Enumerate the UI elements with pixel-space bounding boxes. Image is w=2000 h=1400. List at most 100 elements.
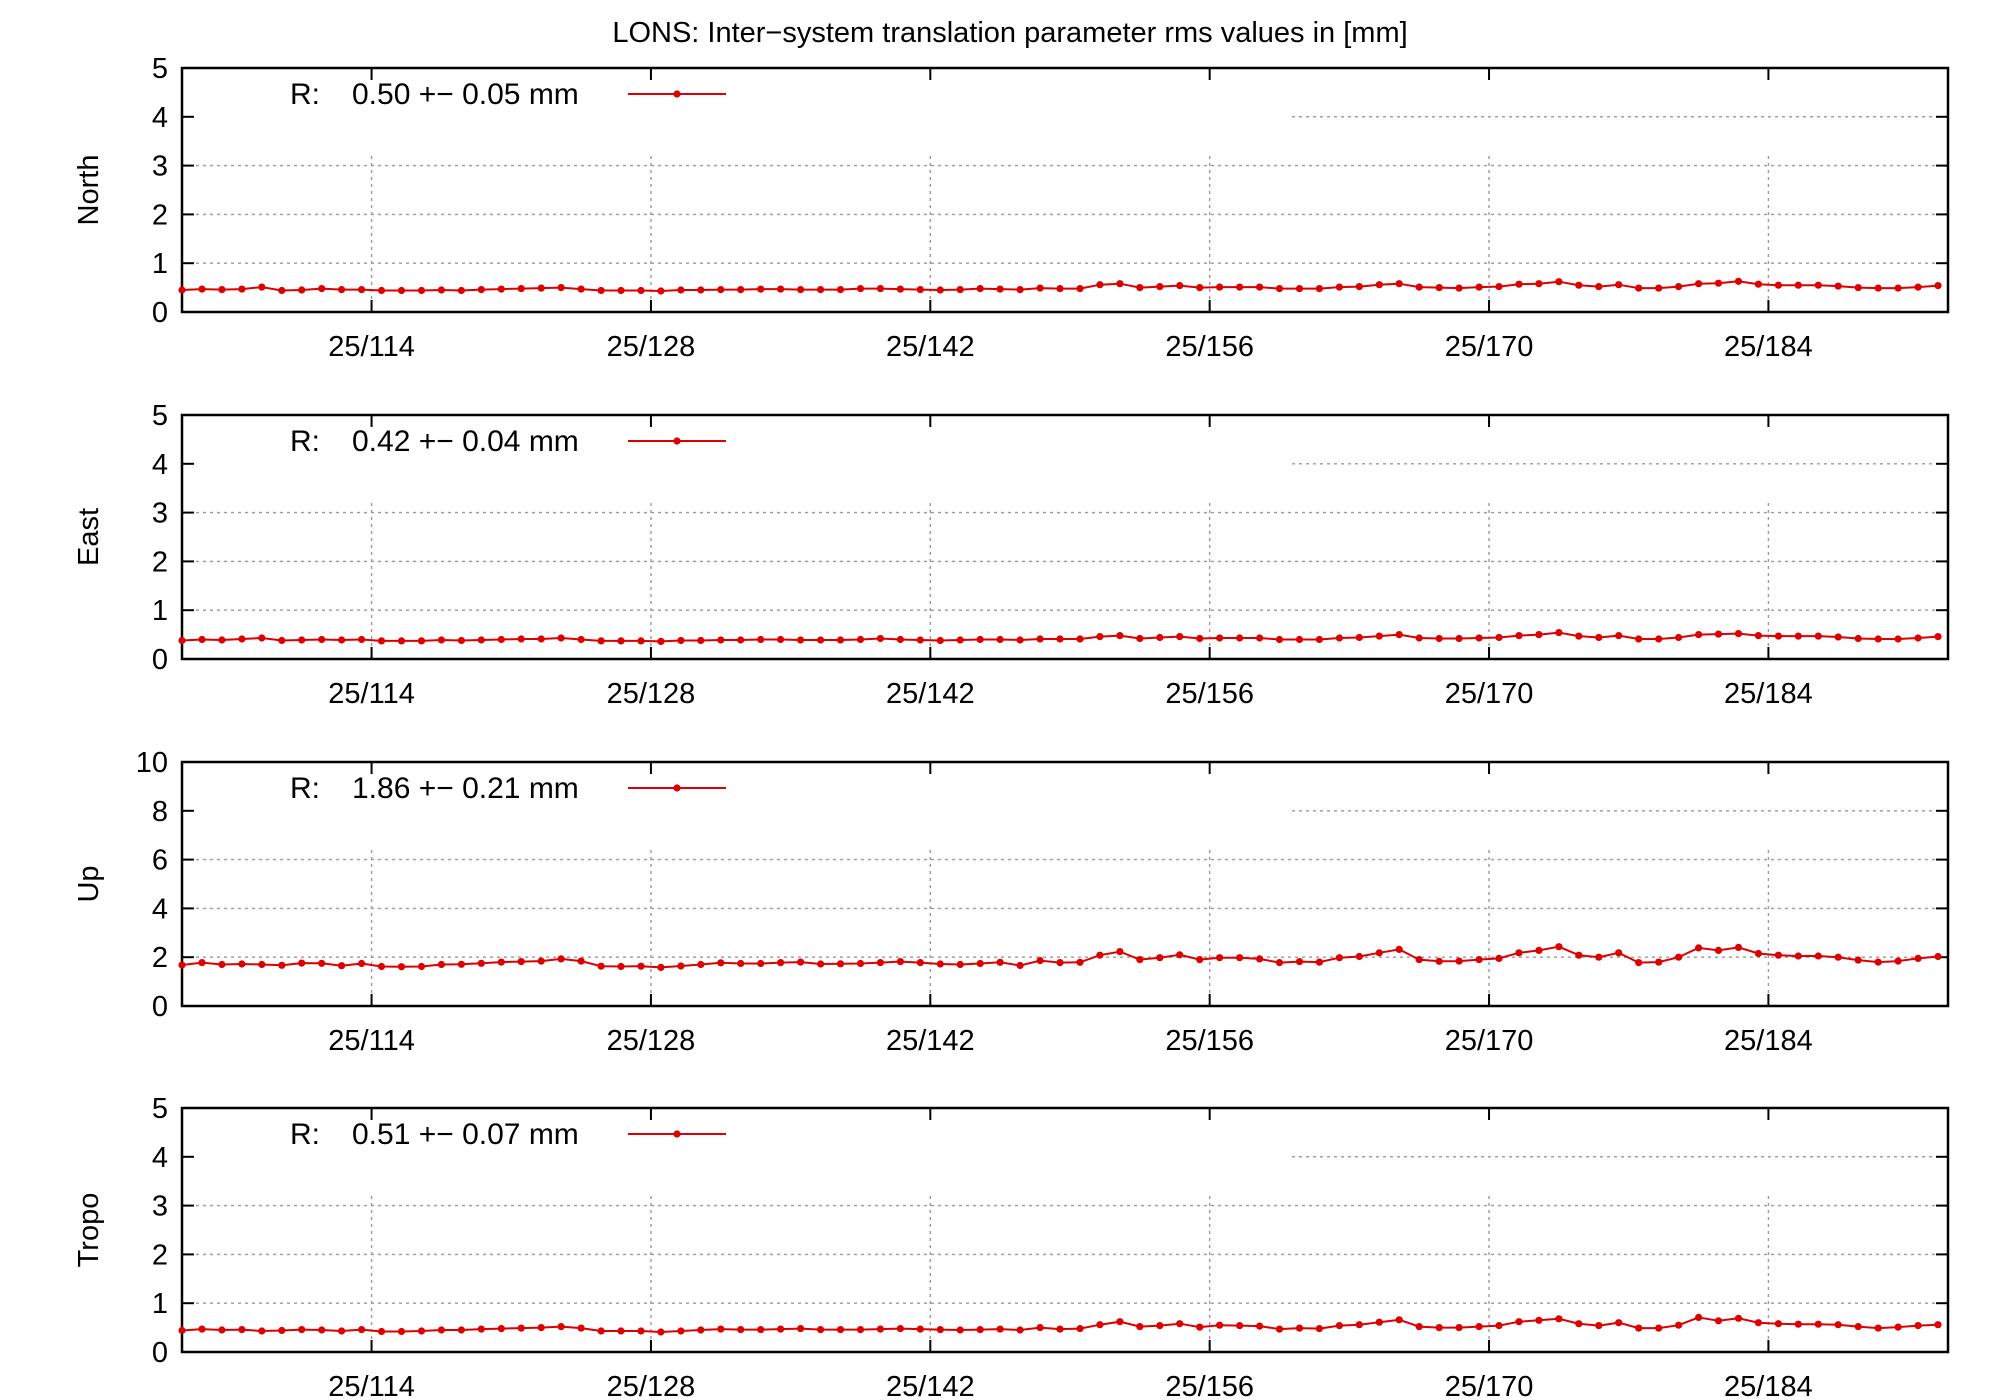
- legend-prefix: R:: [290, 425, 320, 458]
- data-point: [397, 637, 406, 645]
- y-axis-label: Tropo: [73, 1193, 105, 1268]
- data-point: [417, 637, 426, 645]
- x-tick-label: 25/170: [1445, 678, 1534, 710]
- data-point: [1016, 961, 1024, 970]
- data-point: [1774, 1320, 1782, 1328]
- data-point: [797, 1325, 805, 1333]
- data-point: [916, 286, 924, 294]
- x-tick-label: 25/184: [1724, 1371, 1813, 1400]
- y-tick-label: 2: [152, 942, 168, 974]
- legend-prefix: R:: [290, 1118, 320, 1151]
- data-point: [1615, 1319, 1623, 1327]
- data-point: [377, 962, 386, 971]
- data-point: [777, 959, 785, 967]
- data-point: [318, 1326, 326, 1334]
- data-point: [497, 635, 505, 644]
- y-tick-label: 0: [152, 1337, 168, 1369]
- data-point: [1375, 949, 1383, 957]
- y-tick-label: 10: [136, 747, 168, 779]
- data-point: [757, 1326, 765, 1334]
- data-point: [238, 635, 246, 643]
- legend-label: 1.86 +− 0.21 mm: [352, 772, 579, 805]
- data-point: [856, 959, 865, 968]
- data-point: [437, 636, 445, 644]
- data-point: [1495, 633, 1503, 642]
- data-point: [1395, 945, 1403, 954]
- data-point: [916, 636, 924, 644]
- x-tick-label: 25/156: [1165, 1025, 1254, 1057]
- x-tick-label: 25/128: [607, 1371, 696, 1400]
- data-point: [1355, 633, 1363, 642]
- y-tick-label: 8: [152, 796, 168, 828]
- data-point: [677, 636, 685, 645]
- data-point: [996, 635, 1004, 644]
- data-point: [1894, 635, 1902, 643]
- legend-marker: [673, 90, 681, 98]
- data-point: [278, 1326, 286, 1335]
- data-point: [717, 1325, 725, 1333]
- data-point: [258, 634, 266, 642]
- data-point: [1335, 283, 1343, 291]
- data-point: [1216, 283, 1224, 291]
- x-tick-label: 25/128: [607, 1025, 696, 1057]
- legend-prefix: R:: [290, 78, 320, 111]
- data-point: [178, 961, 186, 969]
- data-point: [1874, 635, 1882, 643]
- y-tick-label: 3: [152, 151, 168, 183]
- data-point: [517, 285, 525, 293]
- x-tick-label: 25/170: [1445, 1371, 1534, 1400]
- data-point: [1774, 632, 1782, 640]
- data-point: [1675, 1321, 1683, 1329]
- plot-frame: [180, 760, 1950, 1008]
- y-tick-label: 6: [152, 845, 168, 877]
- data-point: [178, 1326, 186, 1335]
- data-point: [836, 636, 845, 644]
- data-point: [1914, 634, 1922, 642]
- data-point: [1814, 632, 1822, 640]
- data-point: [1934, 952, 1942, 961]
- data-point: [198, 635, 206, 644]
- data-point: [298, 286, 306, 294]
- data-point: [1136, 956, 1144, 964]
- data-point: [697, 960, 705, 969]
- data-point: [1156, 1322, 1164, 1330]
- y-tick-label: 5: [152, 400, 168, 432]
- data-point: [1236, 1322, 1244, 1330]
- data-point: [517, 958, 525, 966]
- data-point: [1216, 954, 1224, 962]
- data-point: [577, 1324, 585, 1332]
- data-point: [1555, 1315, 1563, 1323]
- data-point: [1555, 629, 1563, 637]
- data-point: [996, 285, 1004, 293]
- data-point: [657, 963, 665, 972]
- data-point: [836, 286, 845, 294]
- data-point: [1894, 957, 1902, 965]
- data-point: [198, 285, 206, 293]
- data-point: [617, 286, 625, 295]
- data-point: [1714, 1317, 1723, 1325]
- y-tick-label: 4: [152, 102, 168, 134]
- x-tick-label: 25/114: [328, 1025, 415, 1057]
- data-point: [1236, 954, 1244, 962]
- data-point: [1495, 283, 1503, 291]
- data-point: [1794, 632, 1802, 640]
- data-point: [1615, 281, 1623, 289]
- data-point: [477, 636, 485, 644]
- data-point: [1415, 1323, 1423, 1331]
- y-tick-label: 2: [152, 199, 168, 231]
- data-point: [1256, 634, 1264, 642]
- data-point: [377, 1327, 386, 1336]
- data-point: [1455, 634, 1463, 643]
- data-point: [876, 634, 885, 643]
- data-point: [1315, 958, 1323, 966]
- data-point: [677, 286, 685, 294]
- data-point: [1595, 283, 1603, 291]
- data-point: [1934, 282, 1942, 290]
- data-point: [1575, 632, 1583, 640]
- data-point: [1076, 958, 1084, 966]
- data-point: [298, 1326, 306, 1334]
- data-point: [1016, 636, 1024, 644]
- data-point: [956, 636, 964, 644]
- data-point: [1275, 1325, 1284, 1333]
